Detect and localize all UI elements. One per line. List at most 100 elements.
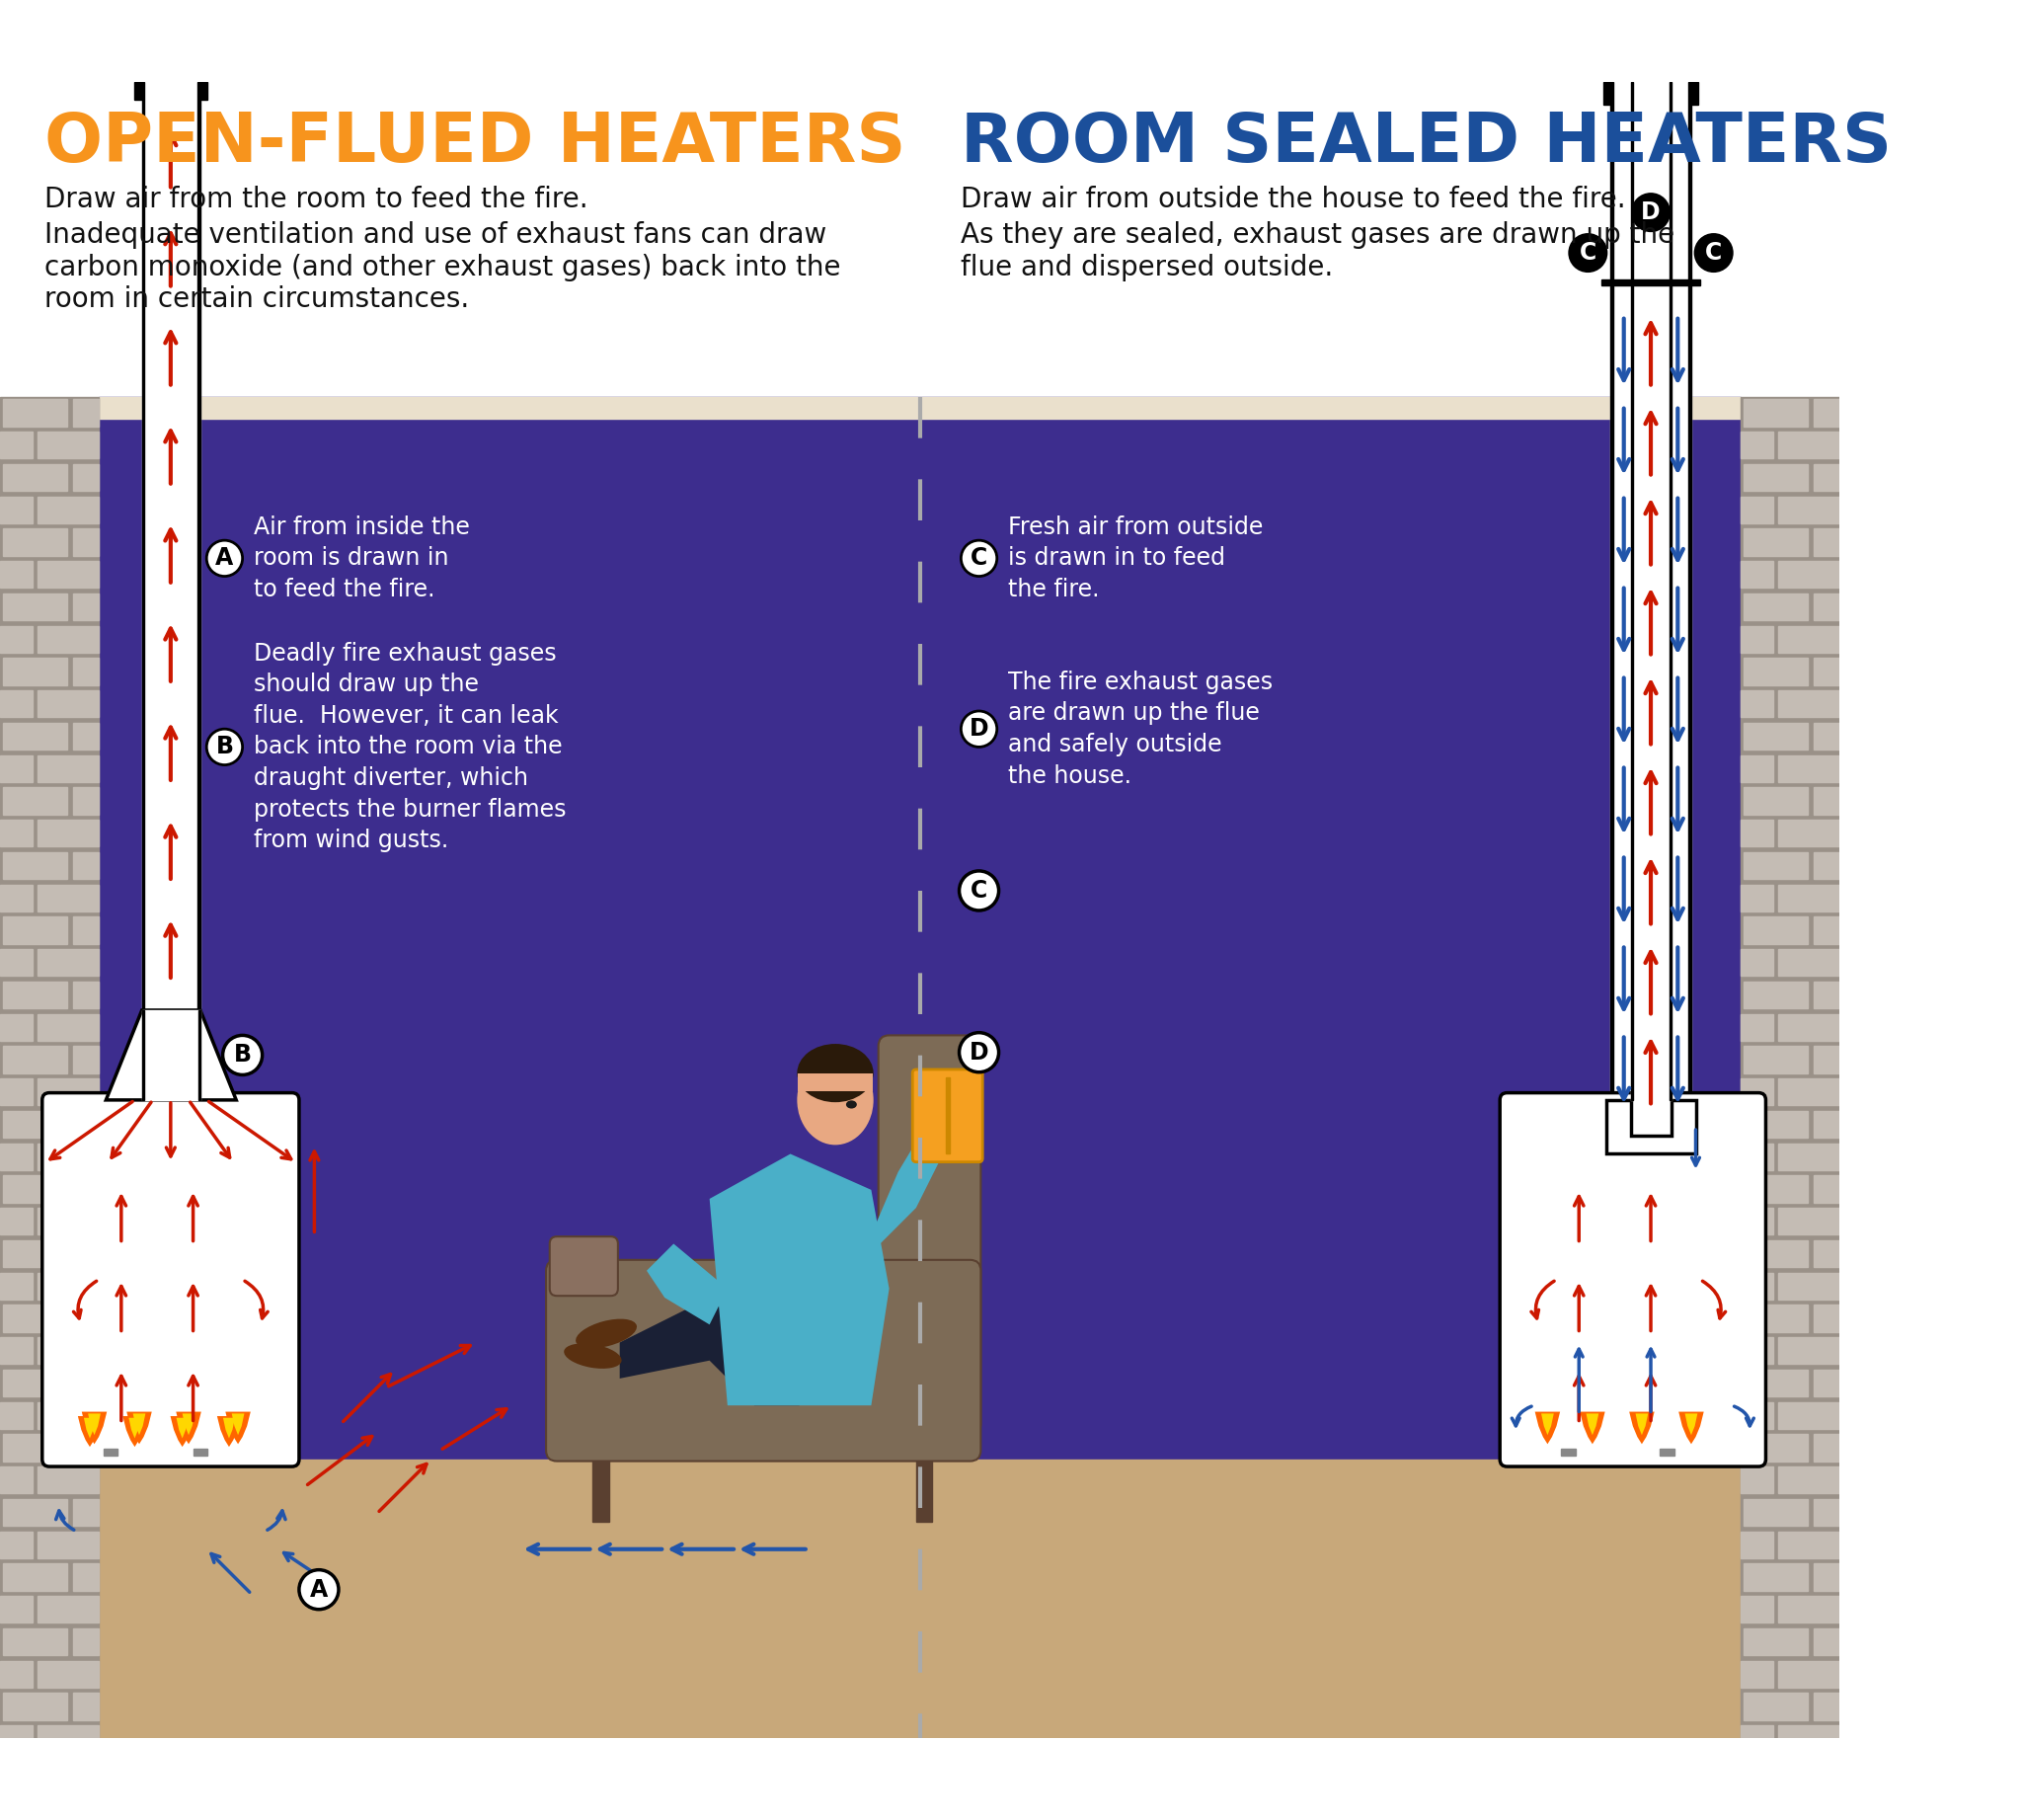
Bar xyxy=(38,1725,99,1753)
Bar xyxy=(38,1660,99,1687)
Bar xyxy=(0,819,32,846)
Bar xyxy=(38,755,99,783)
Circle shape xyxy=(206,730,243,764)
Polygon shape xyxy=(89,1414,101,1436)
Bar xyxy=(2,1563,67,1591)
Bar xyxy=(1743,1046,1808,1074)
Bar xyxy=(73,1563,99,1591)
Bar xyxy=(2,1500,67,1525)
Bar xyxy=(1688,82,1690,1099)
Bar xyxy=(1741,1467,1773,1494)
Text: The fire exhaust gases
are drawn up the flue
and safely outside
the house.: The fire exhaust gases are drawn up the … xyxy=(1007,670,1272,788)
Bar xyxy=(0,1338,32,1365)
Bar xyxy=(592,1451,609,1522)
Bar xyxy=(2,1758,67,1785)
Bar xyxy=(2,464,67,491)
Text: Deadly fire exhaust gases
should draw up the
flue.  However, it can leak
back in: Deadly fire exhaust gases should draw up… xyxy=(253,641,566,852)
Bar xyxy=(2,917,67,945)
Text: B: B xyxy=(235,1043,251,1067)
Bar xyxy=(1814,1629,1840,1654)
Polygon shape xyxy=(1678,1412,1705,1443)
Bar xyxy=(1741,1531,1773,1558)
Bar xyxy=(0,497,32,524)
Bar xyxy=(1743,1500,1808,1525)
Bar xyxy=(0,885,32,912)
Text: D: D xyxy=(969,717,989,741)
Bar xyxy=(1743,852,1808,879)
Bar xyxy=(1741,1272,1773,1299)
Bar xyxy=(73,852,99,879)
Polygon shape xyxy=(1585,1414,1599,1436)
Text: C: C xyxy=(1579,240,1597,264)
Bar xyxy=(2,659,67,684)
Bar xyxy=(0,1401,32,1429)
Bar xyxy=(73,1305,99,1332)
Bar xyxy=(1743,1110,1808,1138)
Bar xyxy=(38,1014,99,1041)
Bar xyxy=(1741,561,1773,588)
Polygon shape xyxy=(216,1416,241,1447)
Bar xyxy=(1777,561,1840,588)
Text: D: D xyxy=(1642,200,1660,224)
Polygon shape xyxy=(127,1412,152,1443)
Bar xyxy=(73,1629,99,1654)
Bar xyxy=(1741,1079,1773,1105)
Bar xyxy=(73,1434,99,1461)
Text: ROOM SEALED HEATERS: ROOM SEALED HEATERS xyxy=(960,109,1893,175)
Bar xyxy=(1741,1596,1773,1623)
Text: Draw air from the room to feed the fire.: Draw air from the room to feed the fire. xyxy=(44,186,588,213)
Text: D: D xyxy=(969,1041,989,1065)
Bar xyxy=(1777,1208,1840,1234)
Bar xyxy=(1743,981,1808,1008)
Bar xyxy=(1814,1046,1840,1074)
Circle shape xyxy=(206,541,243,577)
Polygon shape xyxy=(710,1154,890,1405)
Bar xyxy=(1741,626,1773,653)
Bar xyxy=(1814,659,1840,684)
Polygon shape xyxy=(83,1418,95,1438)
Bar xyxy=(2,723,67,750)
Polygon shape xyxy=(1684,1414,1698,1436)
Bar xyxy=(135,82,142,100)
Bar xyxy=(99,397,1741,1460)
FancyBboxPatch shape xyxy=(550,1236,619,1296)
Bar xyxy=(0,626,32,653)
Bar xyxy=(73,723,99,750)
Bar xyxy=(2,1629,67,1654)
Bar xyxy=(946,1077,950,1154)
Bar xyxy=(1743,1239,1808,1267)
Bar xyxy=(1741,431,1773,459)
FancyBboxPatch shape xyxy=(546,1259,981,1461)
Text: B: B xyxy=(216,735,233,759)
Bar xyxy=(1741,819,1773,846)
Bar xyxy=(142,1010,200,1099)
Circle shape xyxy=(960,712,997,746)
Polygon shape xyxy=(853,1127,942,1270)
Bar xyxy=(99,1460,1741,1738)
Bar xyxy=(1814,1110,1840,1138)
Bar xyxy=(73,1110,99,1138)
Bar xyxy=(1777,690,1840,717)
Ellipse shape xyxy=(797,1045,874,1103)
Bar xyxy=(194,1449,208,1456)
Polygon shape xyxy=(176,1412,200,1443)
Polygon shape xyxy=(1579,1412,1605,1443)
Polygon shape xyxy=(123,1416,148,1447)
Bar xyxy=(1743,1758,1808,1785)
Polygon shape xyxy=(176,1418,188,1438)
Bar xyxy=(1777,1660,1840,1687)
Polygon shape xyxy=(619,1307,809,1405)
Circle shape xyxy=(1569,233,1607,273)
Bar xyxy=(38,1338,99,1365)
Bar xyxy=(2,399,67,426)
Bar xyxy=(2,852,67,879)
Bar xyxy=(2,1176,67,1203)
Bar xyxy=(0,1467,32,1494)
Bar xyxy=(1741,1143,1773,1170)
Bar xyxy=(73,1693,99,1720)
Bar xyxy=(1814,1305,1840,1332)
Polygon shape xyxy=(797,1074,874,1090)
Bar xyxy=(73,1239,99,1267)
Bar xyxy=(1777,1338,1840,1365)
Bar xyxy=(2,528,67,555)
